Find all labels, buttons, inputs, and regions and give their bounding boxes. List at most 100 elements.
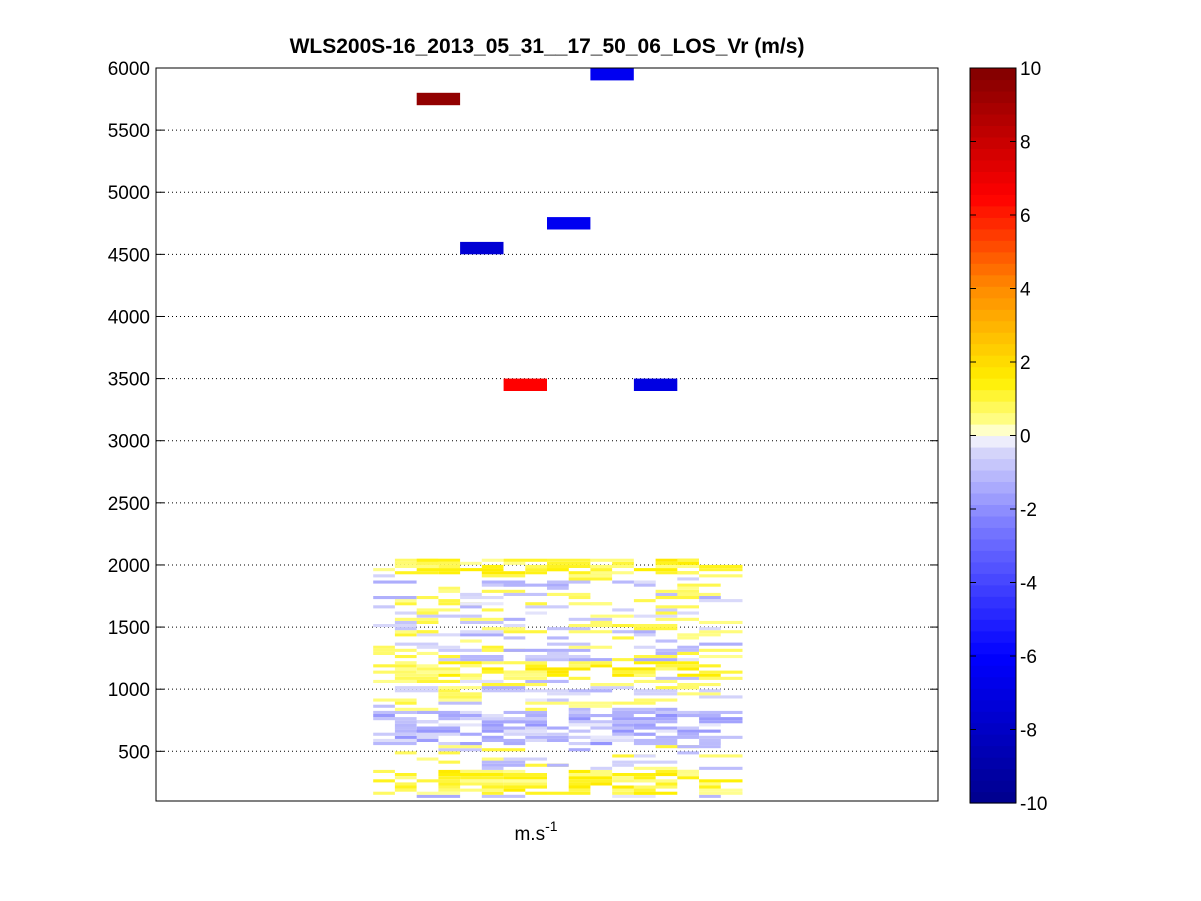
band-cell [394,689,439,693]
x-axis-label: m.s-1 [514,818,557,845]
band-cell [590,766,613,770]
band-cell [699,564,743,568]
band-cell [633,655,678,659]
band-cell [438,742,482,746]
band-cell [699,568,743,572]
band-cell [438,785,461,789]
band-cell [438,773,482,777]
band-cell [481,667,504,671]
band-cell [525,667,547,671]
band-cell [612,794,656,798]
colorbar-tick-label: -8 [1020,721,1037,742]
band-cell [394,661,417,665]
heatmap-cell [503,378,547,391]
band-cell [677,645,699,649]
band-cell [699,670,743,674]
band-cell [655,561,678,565]
band-cell [590,714,634,718]
band-cell [547,636,569,640]
band-cell [394,726,417,730]
band-cell [699,717,743,721]
band-cell [394,782,417,786]
band-cell [438,776,461,780]
band-cell [590,738,634,742]
band-cell [568,617,613,621]
band-cell [699,720,743,724]
band-cell [503,670,547,674]
colorbar-tick-label: 4 [1020,280,1031,301]
band-cell [655,714,678,718]
band-cell [438,760,461,764]
band-cell [699,754,743,758]
y-tick-label: 1000 [108,680,150,701]
band-cell [590,564,634,568]
band-cell [633,679,678,683]
band-cell [394,599,417,603]
colorbar-swatch [970,550,1016,563]
band-cell [416,651,439,655]
band-cell [438,686,482,690]
band-cell [481,729,526,733]
band-cell [525,791,547,795]
band-cell [547,655,591,659]
band-cell [590,782,613,786]
band-cell [394,735,439,739]
band-cell [438,751,461,755]
band-cell [394,686,439,690]
colorbar-swatch [970,136,1016,149]
band-cell [503,592,547,596]
band-cell [590,686,634,690]
band-cell [655,664,699,668]
band-cell [568,788,591,792]
colorbar-swatch [970,791,1016,804]
band-cell [699,766,743,770]
band-cell [481,785,504,789]
colorbar-tick-label: 10 [1020,59,1041,80]
colorbar-swatch [970,159,1016,172]
band-cell [373,651,395,655]
chart-title: WLS200S-16_2013_05_31__17_50_06_LOS_Vr (… [290,35,805,58]
band-cell [481,580,526,584]
band-cell [547,564,591,568]
band-cell [416,779,461,783]
band-cell [568,773,613,777]
band-cell [481,558,504,562]
colorbar-swatch [970,458,1016,471]
band-cell [655,651,678,655]
band-cell [633,760,678,764]
band-cell [547,558,591,562]
band-cell [568,776,613,780]
band-cell [394,729,439,733]
band-cell [590,742,613,746]
band-cell [677,686,699,690]
band-cell [503,788,526,792]
band-cell [503,561,526,565]
band-cell [373,738,417,742]
band-cell [655,707,678,711]
band-cell [655,782,678,786]
band-cell [568,645,613,649]
band-cell [699,710,743,714]
band-cell [590,558,634,562]
band-cell [525,738,547,742]
band-cell [503,661,547,665]
band-cell [438,745,482,749]
band-cell [568,717,591,721]
colorbar-swatch [970,527,1016,540]
band-cell [394,558,439,562]
band-cell [699,574,743,578]
band-cell [568,723,613,727]
y-axis-ticks: 500 1000 1500 2000 2500 3000 3500 4000 4500 5000 5… [108,59,938,763]
band-cell [438,695,482,699]
band-cell [460,655,504,659]
band-cell [503,558,547,562]
band-cell [481,720,526,724]
band-cell [612,785,634,789]
band-cell [373,624,417,628]
band-cell [481,661,504,665]
band-cell [677,636,699,640]
colorbar-swatch [970,699,1016,712]
band-cell [525,611,547,615]
colorbar-swatch [970,182,1016,195]
band-cell [547,667,591,671]
